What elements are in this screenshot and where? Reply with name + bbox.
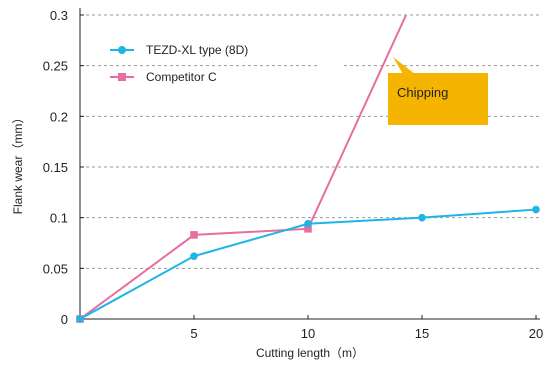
legend-label-tezd: TEZD-XL type (8D)	[146, 43, 248, 57]
x-axis-title: Cutting length（m）	[256, 346, 364, 360]
x-tick-label: 5	[190, 326, 197, 341]
gridlines	[80, 14, 540, 269]
x-tick-labels: 5 10 15 20	[190, 315, 543, 341]
series-line-competitor	[79, 14, 407, 320]
x-tick-label: 20	[529, 326, 543, 341]
callout-pointer	[393, 57, 415, 74]
x-tick-label: 10	[301, 326, 315, 341]
y-tick-label: 0	[61, 312, 68, 327]
y-tick-label: 0.25	[43, 59, 68, 74]
data-point-tezd	[76, 315, 84, 323]
chipping-callout: Chipping	[388, 57, 488, 125]
y-tick-label: 0.1	[50, 211, 68, 226]
data-point-tezd	[304, 219, 312, 228]
data-point-tezd	[418, 213, 426, 222]
y-axis-title: Flank wear（mm）	[11, 112, 25, 215]
x-tick-label: 15	[415, 326, 429, 341]
data-point-competitor	[304, 225, 312, 233]
data-point-tezd	[190, 252, 198, 260]
y-tick-label: 0.2	[50, 109, 68, 124]
legend-marker-tezd	[118, 46, 126, 54]
data-point-tezd	[532, 205, 540, 214]
legend-marker-competitor	[118, 73, 126, 81]
y-tick-label: 0.15	[43, 160, 68, 175]
axes	[79, 8, 540, 320]
series-lines	[76, 14, 540, 323]
legend-label-competitor: Competitor C	[146, 70, 217, 84]
y-tick-labels: 0 0.05 0.1 0.15 0.2 0.25 0.3	[43, 8, 84, 327]
y-tick-label: 0.3	[50, 8, 68, 23]
data-point-competitor	[190, 231, 198, 239]
callout-box	[388, 73, 488, 125]
legend: TEZD-XL type (8D) Competitor C	[110, 43, 248, 84]
callout-label: Chipping	[397, 85, 448, 100]
y-tick-label: 0.05	[43, 261, 68, 276]
